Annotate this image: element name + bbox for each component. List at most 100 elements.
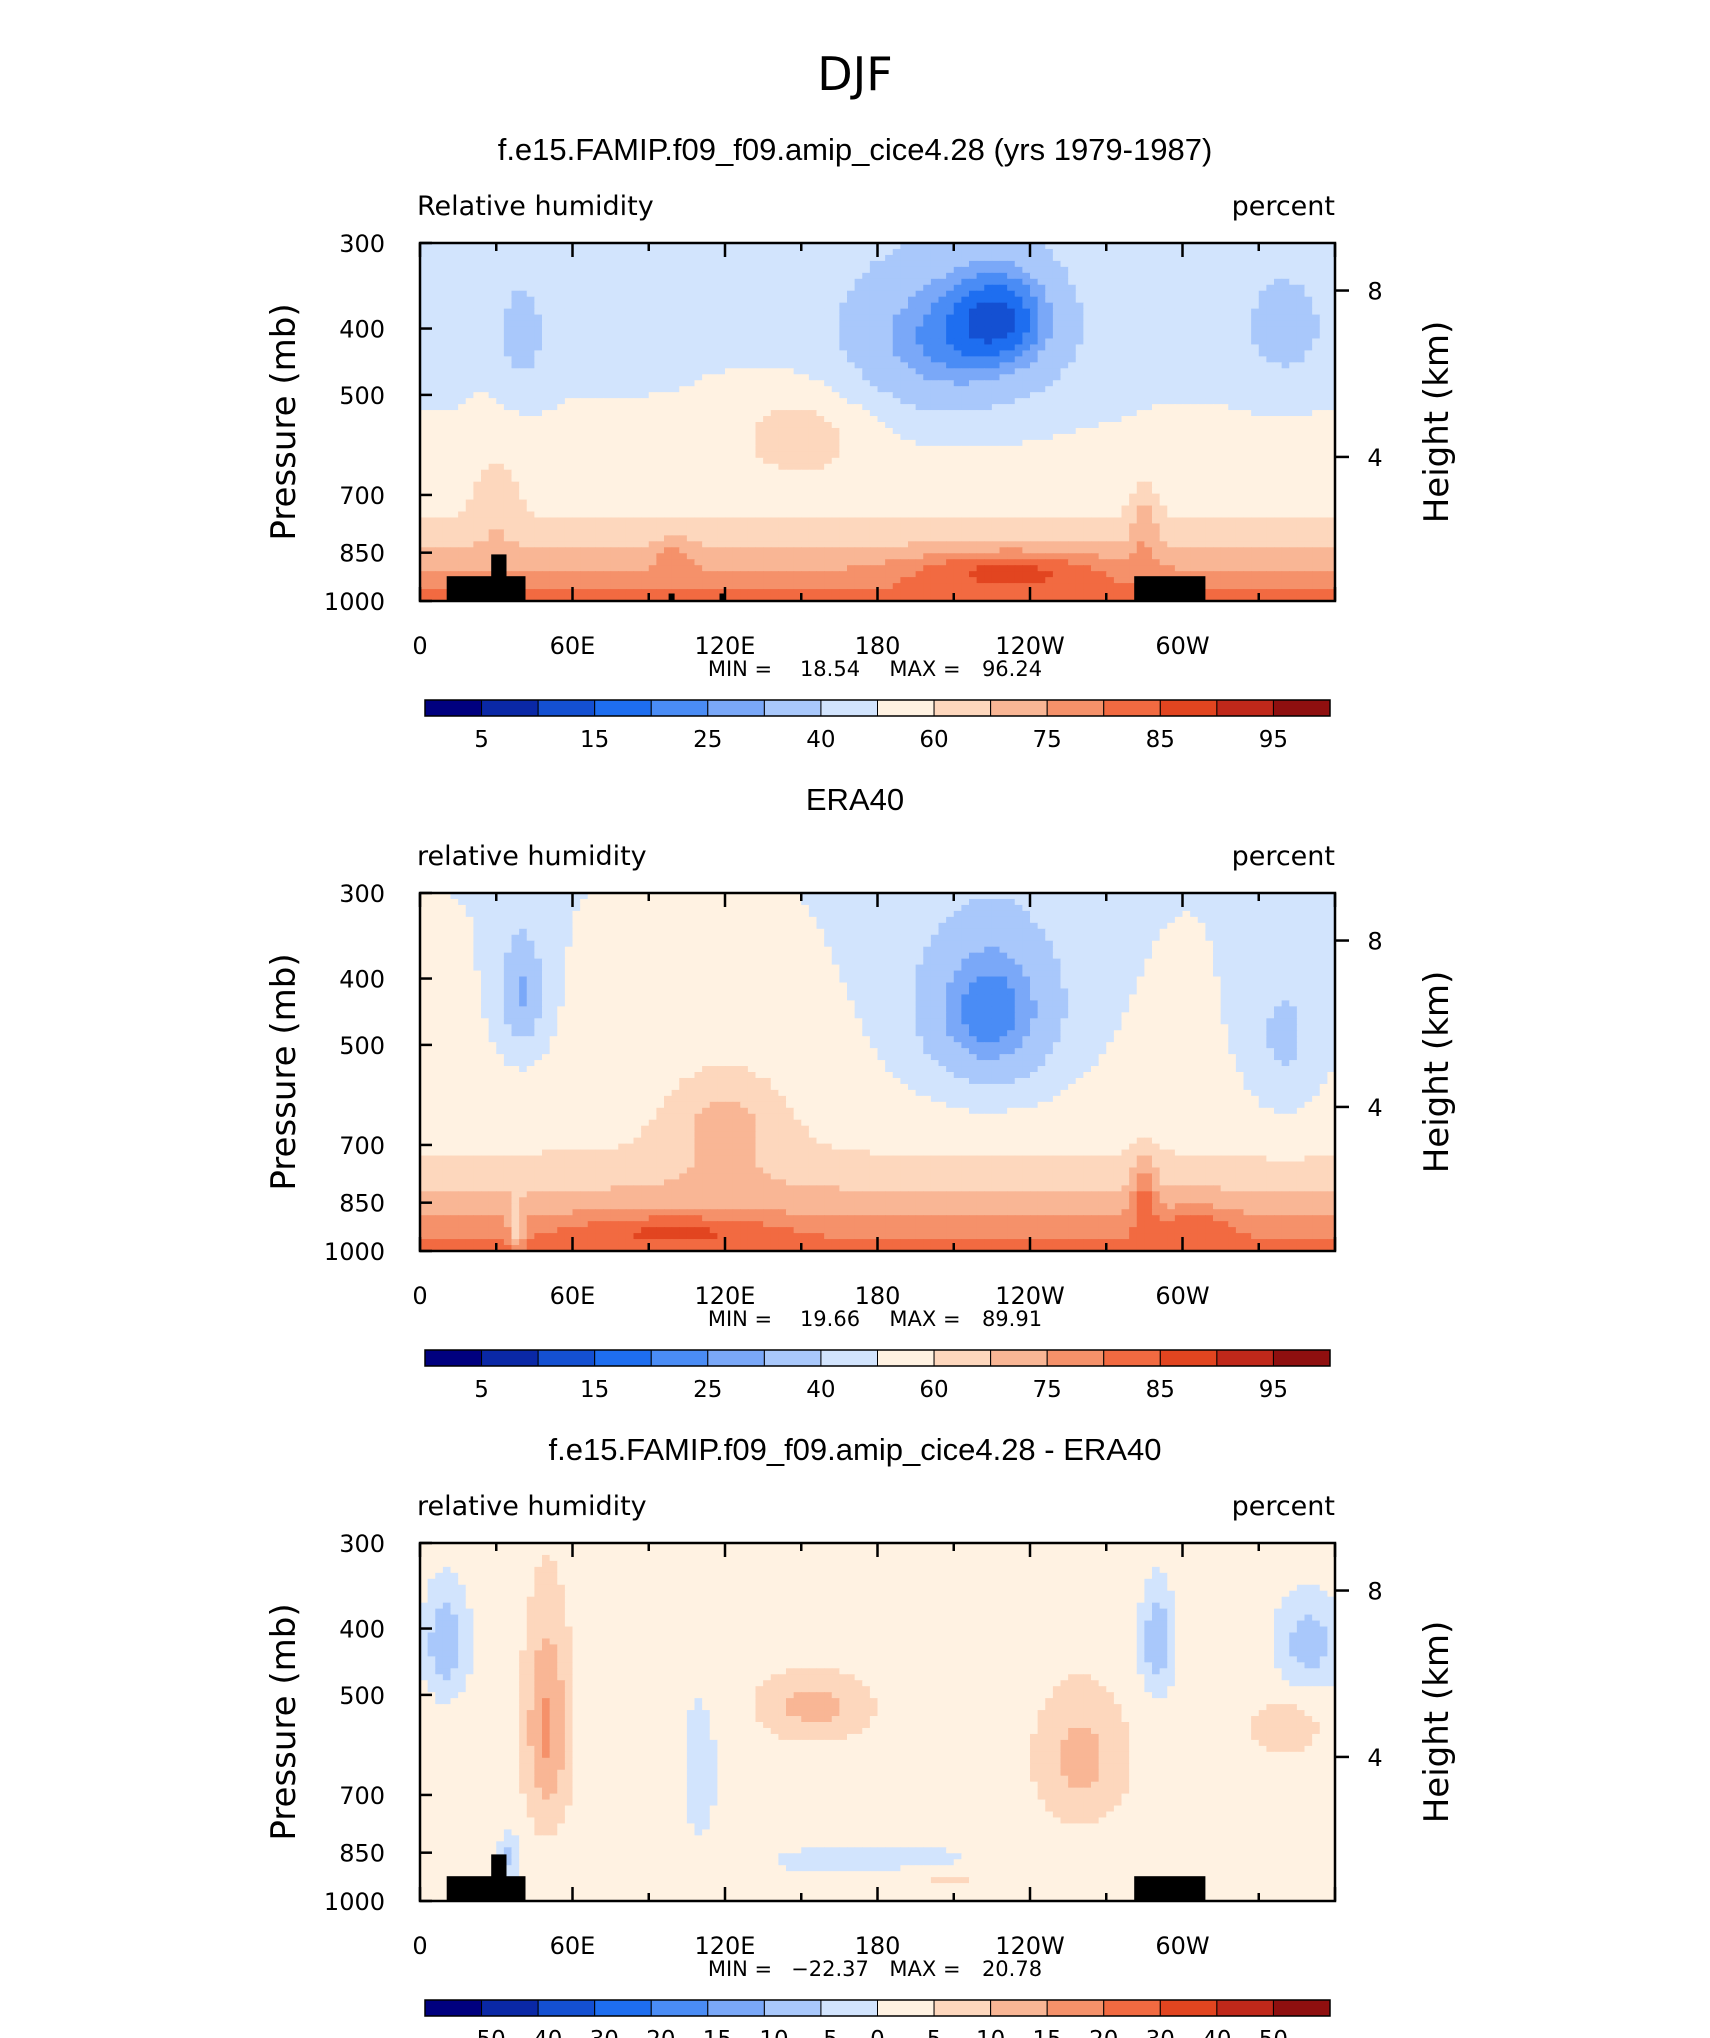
field-cell <box>641 487 650 495</box>
field-cell <box>1136 368 1145 375</box>
field-cell <box>633 481 642 489</box>
field-cell <box>679 427 688 435</box>
field-cell <box>473 374 482 381</box>
field-cell <box>549 266 558 274</box>
field-cell <box>1030 439 1039 447</box>
field-cell <box>892 368 901 375</box>
field-cell <box>465 338 474 346</box>
field-cell <box>648 332 657 340</box>
field-cell <box>572 433 581 441</box>
field-cell <box>511 272 520 280</box>
field-cell <box>572 404 581 411</box>
field-cell <box>1075 356 1084 363</box>
field-cell <box>1037 356 1046 363</box>
field-cell <box>763 487 772 495</box>
field-cell <box>869 362 879 369</box>
field-cell <box>481 463 490 471</box>
field-cell <box>740 284 749 292</box>
field-cell <box>831 296 840 304</box>
field-cell <box>885 284 894 292</box>
field-cell <box>976 416 985 423</box>
field-cell <box>1045 445 1054 453</box>
field-cell <box>519 475 528 483</box>
field-cell <box>1129 404 1138 411</box>
field-cell <box>1266 278 1275 286</box>
field-cell <box>892 386 901 393</box>
field-cell <box>1091 469 1100 477</box>
field-cell <box>908 356 917 363</box>
field-cell <box>488 320 497 328</box>
field-cell <box>1312 398 1321 405</box>
field-cell <box>808 481 818 489</box>
field-cell <box>755 314 764 322</box>
field-cell <box>1174 338 1184 346</box>
field-cell <box>1235 356 1245 363</box>
field-cell <box>1075 392 1084 399</box>
field-cell <box>770 469 779 477</box>
field-cell <box>1319 338 1328 346</box>
field-cell <box>1091 439 1100 447</box>
field-cell <box>915 416 924 423</box>
field-cell <box>770 278 779 286</box>
field-cell <box>1289 320 1298 328</box>
field-cell <box>786 290 795 298</box>
field-cell <box>488 469 497 477</box>
field-cell <box>473 296 482 304</box>
field-cell <box>580 326 589 334</box>
field-cell <box>656 338 665 346</box>
field-cell <box>732 487 741 495</box>
field-cell <box>725 338 734 346</box>
field-cell <box>1304 302 1313 310</box>
field-cell <box>1190 368 1199 375</box>
field-cell <box>549 481 558 489</box>
field-cell <box>1251 433 1260 441</box>
field-cell <box>1068 243 1077 250</box>
field-cell <box>831 332 840 340</box>
field-cell <box>1007 272 1016 280</box>
field-cell <box>915 350 924 357</box>
field-cell <box>1129 451 1138 459</box>
field-cell <box>686 475 696 483</box>
field-cell <box>732 302 741 310</box>
field-cell <box>435 451 444 459</box>
field-cell <box>496 243 505 250</box>
field-cell <box>664 320 673 328</box>
field-cell <box>717 350 726 357</box>
field-cell <box>976 439 985 447</box>
field-cell <box>641 278 650 286</box>
field-cell <box>1205 475 1214 483</box>
field-cell <box>976 308 985 316</box>
field-cell <box>633 404 642 411</box>
field-cell <box>831 380 840 387</box>
field-cell <box>1075 380 1084 387</box>
field-cell <box>984 344 993 351</box>
field-cell <box>1129 416 1138 423</box>
field-cell <box>1174 272 1184 280</box>
field-cell <box>831 260 840 268</box>
field-cell <box>725 320 734 328</box>
field-cell <box>1144 380 1153 387</box>
field-cell <box>664 392 673 399</box>
field-cell <box>839 433 848 441</box>
field-cell <box>1258 278 1267 286</box>
field-cell <box>686 368 696 375</box>
field-cell <box>1289 433 1298 441</box>
field-cell <box>1243 439 1252 447</box>
field-cell <box>427 439 436 447</box>
field-cell <box>1182 248 1191 256</box>
field-cell <box>481 398 490 405</box>
field-cell <box>1167 368 1176 375</box>
field-cell <box>557 326 566 334</box>
field-cell <box>1228 332 1237 340</box>
field-cell <box>976 248 985 256</box>
field-cell <box>1144 362 1153 369</box>
field-cell <box>1075 427 1084 435</box>
field-cell <box>1052 338 1062 346</box>
field-cell <box>534 266 543 274</box>
field-cell <box>1258 410 1267 417</box>
field-cell <box>755 362 764 369</box>
field-cell <box>526 272 535 280</box>
field-cell <box>831 320 840 328</box>
field-cell <box>1289 260 1298 268</box>
field-cell <box>587 308 596 316</box>
